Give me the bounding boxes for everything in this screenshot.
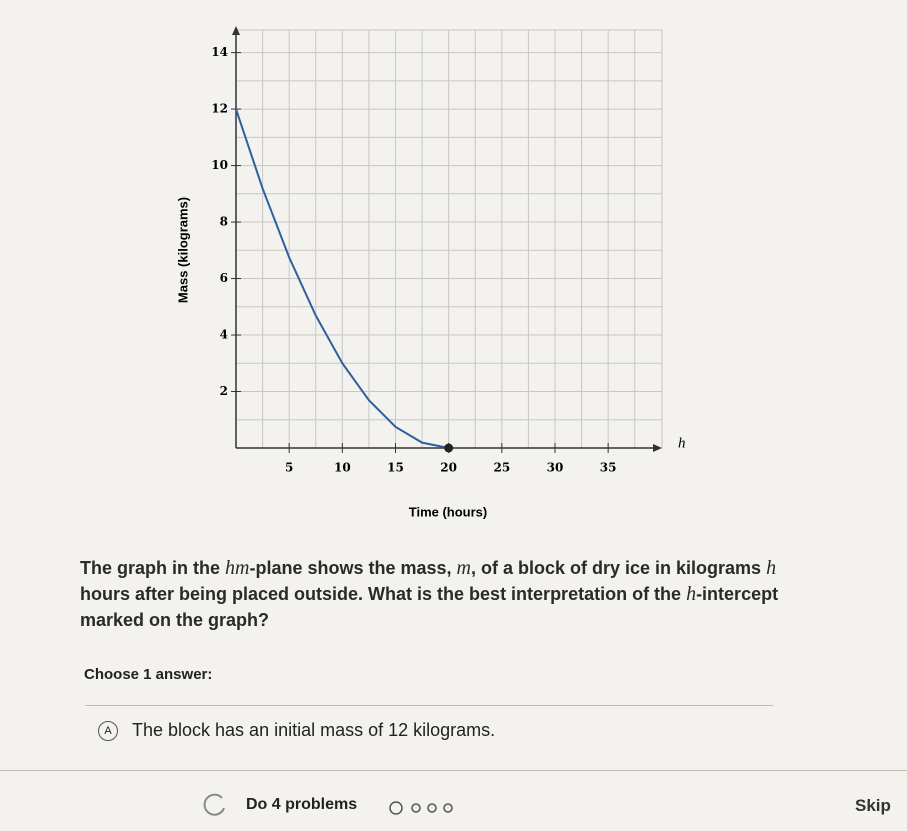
choice-letter: A [98,720,118,741]
x-tick-label: 15 [387,461,404,475]
skip-button[interactable]: Skip [855,796,891,815]
x-axis-name: h [678,435,686,451]
y-tick-label: 2 [220,384,228,398]
question-text: -plane shows the mass, [249,558,457,578]
math-variable: hm [225,557,250,579]
x-tick-label: 5 [285,461,293,475]
x-axis-label: Time (hours) [409,504,488,519]
question-text: , of a block of dry ice in kilograms [470,558,767,578]
task-label: Do 4 problems [246,796,358,813]
x-tick-label: 35 [600,461,617,475]
x-tick-label: 25 [493,461,510,475]
divider [85,705,773,706]
y-tick-label: 4 [220,328,228,342]
y-tick-label: 10 [211,158,228,172]
math-variable: m [456,557,471,579]
data-line [235,108,449,449]
answer-choice[interactable]: A The block has an initial mass of 12 ki… [98,720,495,741]
y-tick-label: 8 [220,215,228,229]
x-tick-label: 30 [547,461,564,475]
marked-point [444,443,454,453]
math-variable: h [766,557,777,579]
progress-icon [203,793,225,816]
y-axis-arrow [232,26,240,35]
math-variable: h [686,583,697,605]
divider [0,770,907,771]
chart: Time (hours) Mass (kilograms) 5 10 15 20 25 3… [175,26,686,519]
x-axis-arrow [653,444,662,452]
y-tick-label: 6 [220,271,228,285]
choice-text: The block has an initial mass of 12 kilo… [132,720,496,740]
question-text: The graph in the [80,558,226,578]
question-text: -intercept marked on the graph? [80,584,779,630]
x-tick-label: 10 [334,461,351,475]
y-tick-label: 12 [211,102,228,116]
question: The graph in the hm-plane shows the mass… [80,555,780,633]
footer: Do 4 problems Skip [0,790,907,820]
y-axis-label: Mass (kilograms) [175,197,190,303]
question-text: hours after being placed outside. What i… [80,584,687,604]
y-tick-label: 14 [211,45,228,59]
progress-dots [389,801,453,815]
prompt: Choose 1 answer: [84,666,213,683]
x-tick-label: 20 [440,461,457,475]
